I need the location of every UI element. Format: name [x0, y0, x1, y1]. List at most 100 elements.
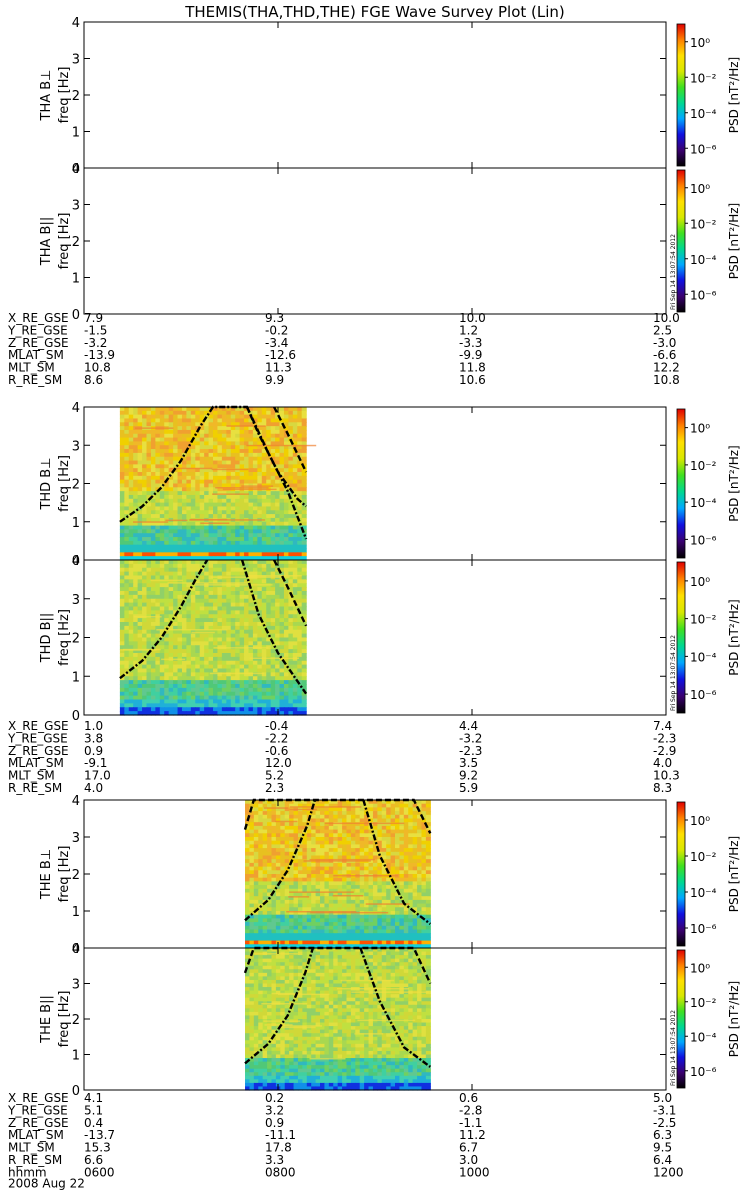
ephemeris-value: -3.4 — [265, 336, 288, 350]
ephemeris-value: -6.6 — [653, 348, 676, 362]
y-tick-label: 1 — [72, 126, 80, 141]
ephemeris-value: 3.2 — [265, 1103, 284, 1117]
ephemeris-value: 4.1 — [84, 1091, 103, 1105]
ephemeris-label: R_RE_SM — [8, 781, 62, 795]
cyclotron-curve — [240, 559, 308, 695]
ephemeris-value: 5.2 — [265, 769, 284, 783]
colorbar-tick-label: 10⁻⁴ — [690, 107, 717, 121]
ephemeris-label: MLT_SM — [8, 769, 55, 783]
ephemeris-value: 9.3 — [265, 311, 284, 325]
colorbar-tick-label: 10⁻⁶ — [690, 688, 717, 702]
ephemeris-value: -2.3 — [459, 744, 482, 758]
ephemeris-value: 12.0 — [265, 756, 292, 770]
colorbar — [676, 949, 686, 1089]
y-tick-label: 3 — [72, 53, 80, 68]
colorbar-label: PSD [nT²/Hz] — [727, 836, 741, 912]
ephemeris-value: 0.9 — [84, 744, 103, 758]
ephemeris-value: -0.2 — [265, 323, 288, 337]
ephemeris-label: MLT_SM — [8, 361, 55, 375]
ephemeris-value: -13.7 — [84, 1128, 115, 1142]
y-tick-label: 1 — [72, 1049, 80, 1064]
ephemeris-value: 2.3 — [265, 781, 284, 795]
ephemeris-label: Y_RE_GSE — [7, 323, 68, 337]
date-label: 2008 Aug 22 — [8, 1176, 85, 1190]
y-tick-label: 3 — [72, 593, 80, 608]
ephemeris-value: 11.3 — [265, 361, 292, 375]
ephemeris-value: 1.2 — [459, 323, 478, 337]
ephemeris-value: 7.9 — [84, 311, 103, 325]
y-tick-label: 0 — [72, 942, 80, 957]
ephemeris-value: 0.4 — [84, 1116, 103, 1130]
y-tick-label: 0 — [72, 1084, 80, 1099]
ephemeris-value: 6.6 — [84, 1153, 103, 1167]
ephemeris-value: -2.9 — [653, 744, 676, 758]
ephemeris-value: 9.9 — [265, 373, 284, 387]
ephemeris-value: 3.0 — [459, 1153, 478, 1167]
ephemeris-label: X_RE_GSE — [8, 311, 69, 325]
ephemeris-value: 3.5 — [459, 756, 478, 770]
ephemeris-label: Z_RE_GSE — [8, 336, 69, 350]
ephemeris-value: -2.3 — [653, 731, 676, 745]
colorbar-tick-label: 10⁰ — [690, 814, 710, 828]
ephemeris-value: 15.3 — [84, 1141, 111, 1155]
ephemeris-label: Z_RE_GSE — [8, 1116, 69, 1130]
ephemeris-value: 2.5 — [653, 323, 672, 337]
y-tick-label: 1 — [72, 905, 80, 920]
y-tick-label: 2 — [72, 1013, 80, 1028]
ephemeris-value: 10.3 — [653, 769, 680, 783]
ephemeris-value: -3.3 — [459, 336, 482, 350]
spectrogram-thdb — [119, 560, 307, 716]
y-tick-label: 0 — [72, 709, 80, 724]
ephemeris-value: 1.0 — [84, 719, 103, 733]
cyclotron-curve — [243, 946, 432, 985]
ephemeris-label: R_RE_SM — [8, 1153, 62, 1167]
ephemeris-label: R_RE_SM — [8, 373, 62, 387]
colorbar-label: PSD [nT²/Hz] — [727, 599, 741, 675]
ephemeris-value: -2.5 — [653, 1116, 676, 1130]
y-tick-label: 2 — [72, 868, 80, 883]
ephemeris-value: 5.9 — [459, 781, 478, 795]
y-tick-label: 3 — [72, 199, 80, 214]
y-tick-label: 4 — [72, 794, 80, 809]
panel-frame — [83, 167, 667, 315]
ephemeris-value: 4.0 — [653, 756, 672, 770]
x-tick-label: 0800 — [265, 1165, 296, 1179]
colorbar-label: PSD [nT²/Hz] — [727, 203, 741, 279]
colorbar-tick-label: 10⁰ — [690, 422, 710, 436]
ephemeris-value: 3.8 — [84, 731, 103, 745]
ephemeris-value: 8.3 — [653, 781, 672, 795]
y-tick-label: 1 — [72, 272, 80, 287]
ephemeris-value: 10.8 — [653, 373, 680, 387]
colorbar-tick-label: 10⁻² — [690, 217, 717, 231]
ephemeris-label: MLT_SM — [8, 1141, 55, 1155]
ephemeris-value: 3.3 — [265, 1153, 284, 1167]
ephemeris-value: 0.2 — [265, 1091, 284, 1105]
colorbar-tick-label: 10⁻² — [690, 996, 717, 1010]
y-tick-label: 2 — [72, 632, 80, 647]
ephemeris-value: 10.6 — [459, 373, 486, 387]
colorbar — [676, 408, 686, 559]
y-tick-label: 3 — [72, 831, 80, 846]
ephemeris-value: -12.6 — [265, 348, 296, 362]
ephemeris-label: X_RE_GSE — [8, 719, 69, 733]
ephemeris-value: -2.2 — [265, 731, 288, 745]
y-tick-label: 4 — [72, 942, 80, 957]
colorbar-tick-label: 10⁻² — [690, 71, 717, 85]
ephemeris-value: 9.5 — [653, 1141, 672, 1155]
spectrogram-theb — [245, 948, 431, 1091]
ephemeris-value: 11.2 — [459, 1128, 486, 1142]
ephemeris-value: 11.8 — [459, 361, 486, 375]
cyclotron-curve — [273, 559, 308, 627]
ephemeris-value: 10.0 — [653, 311, 680, 325]
ephemeris-value: 4.4 — [459, 719, 478, 733]
ephemeris-value: 12.2 — [653, 361, 680, 375]
colorbar — [676, 561, 686, 714]
colorbar-tick-label: 10⁻² — [690, 459, 717, 473]
panel-label: THE B⊥ — [39, 849, 54, 900]
y-axis-label: freq [Hz] — [57, 846, 72, 903]
ephemeris-value: 7.4 — [653, 719, 672, 733]
ephemeris-value: -11.1 — [265, 1128, 296, 1142]
colorbar-tick-label: 10⁻⁶ — [690, 533, 717, 547]
ephemeris-value: 5.1 — [84, 1103, 103, 1117]
ephemeris-value: -13.9 — [84, 348, 115, 362]
